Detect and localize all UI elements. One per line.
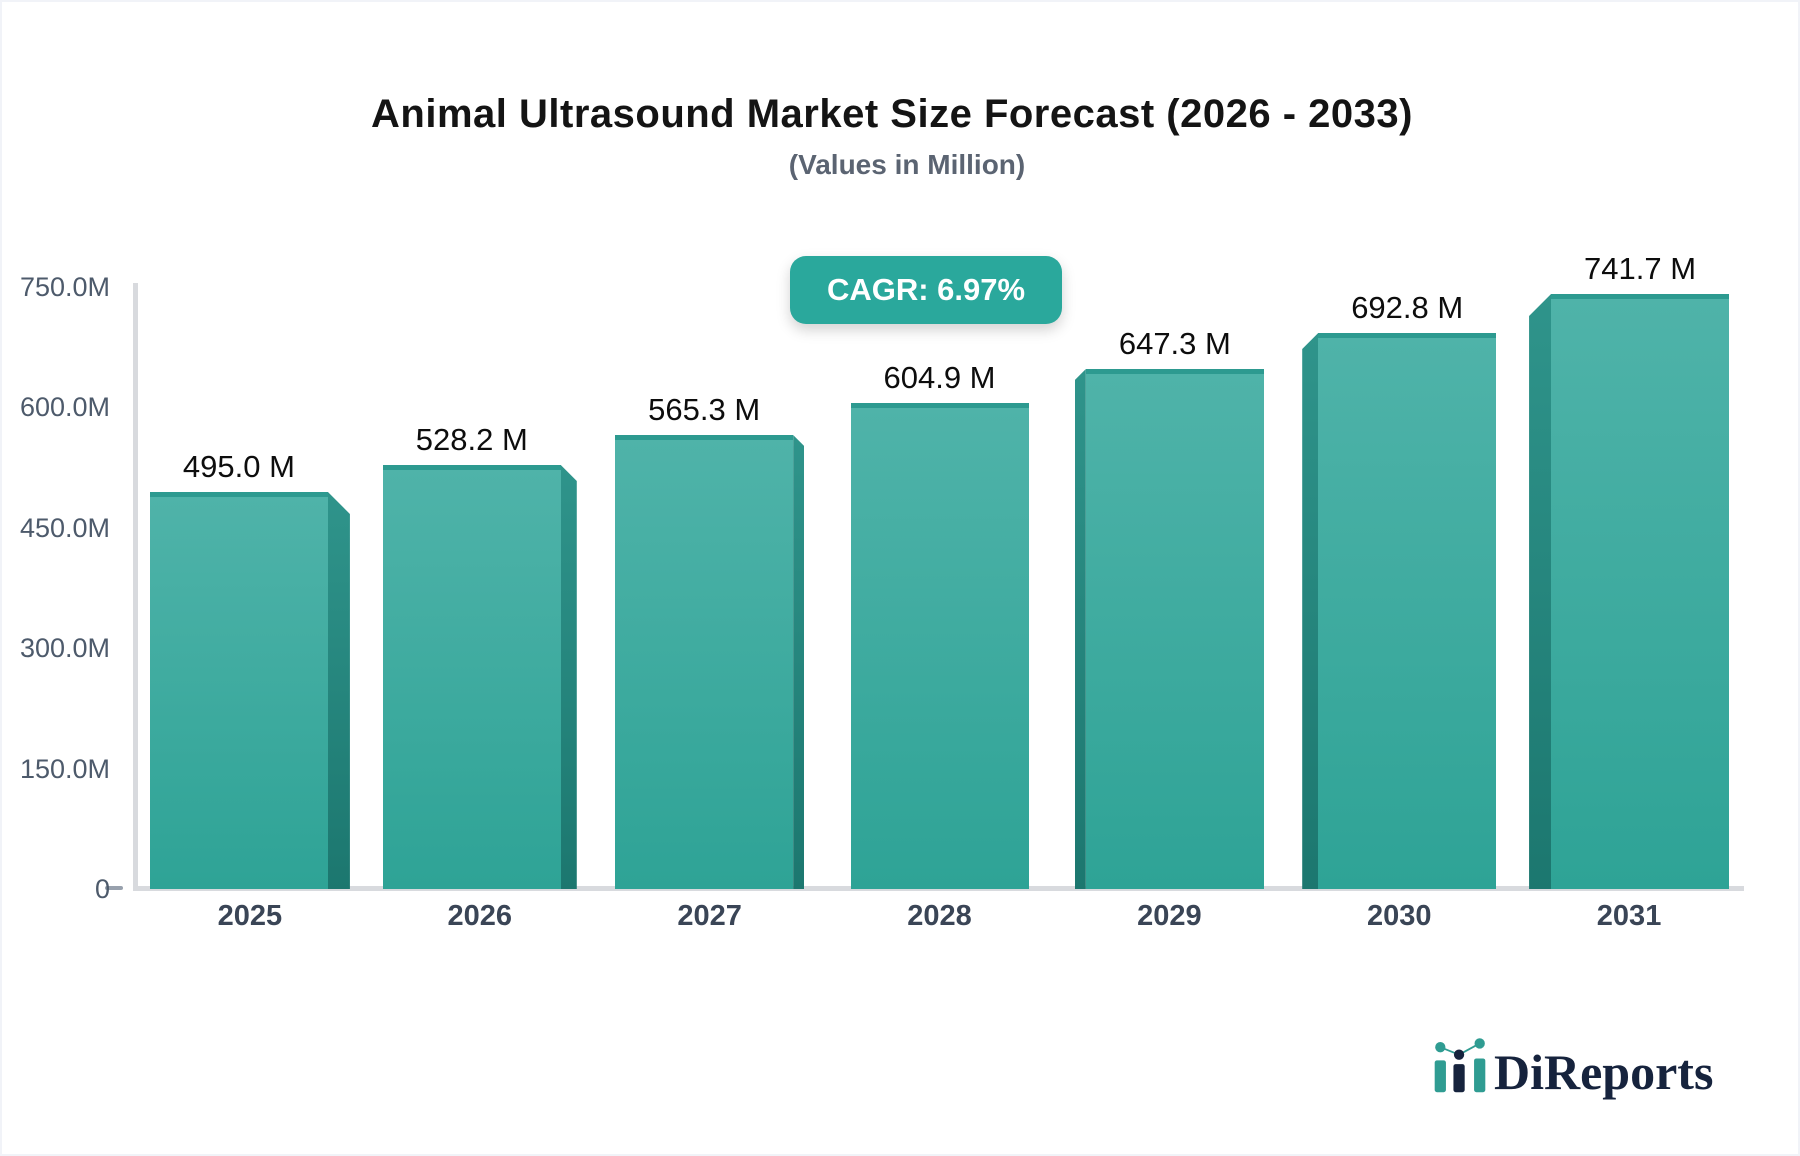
bar-value-label-2031: 741.7 M [1584,251,1697,286]
bar-value-label-2030: 692.8 M [1351,290,1464,325]
bar-2031 [1551,294,1730,889]
chart-title: Animal Ultrasound Market Size Forecast (… [371,92,1413,136]
y-axis-tick-label: 750.0M [19,272,110,302]
bar-2028 [850,403,1029,889]
y-axis-tick-label: 150.0M [19,753,110,784]
bar-value-label-2025: 495.0 M [182,449,295,484]
y-axis-tick-label: 0 [94,874,110,904]
x-axis-label-2029: 2029 [1137,900,1202,932]
brand-chart-icon [1434,1038,1486,1093]
bar-side-face-2026 [560,465,577,889]
y-axis-tick-label: 450.0M [19,512,110,543]
bar-side-face-2029 [1074,369,1086,889]
brand-logo-text: DiReports [1494,1044,1714,1100]
x-axis-label-2028: 2028 [907,900,972,932]
bar-side-face-2030 [1302,333,1319,889]
bar-2029 [1085,369,1264,889]
bar-side-face-2025 [327,492,350,889]
bar-side-face-2027 [793,435,805,889]
x-axis-label-2027: 2027 [677,900,742,932]
bar-value-label-2026: 528.2 M [415,422,528,457]
brand-logo: DiReports [1430,1034,1713,1100]
bar-value-label-2029: 647.3 M [1118,326,1231,361]
chart-subtitle: (Values in Million) [788,149,1026,180]
bar-value-label-2028: 604.9 M [883,360,996,395]
y-axis-tick-label: 300.0M [19,633,110,664]
zero-tick-mark [105,886,123,890]
x-axis-label-2030: 2030 [1366,900,1432,932]
y-axis-line [133,283,138,889]
y-axis-tick-label: 600.0M [19,392,110,423]
cagr-badge: CAGR: 6.97% [790,256,1062,324]
x-axis-label-2031: 2031 [1596,900,1662,932]
bar-value-label-2027: 565.3 M [648,392,761,427]
cagr-badge-label: CAGR: 6.97% [826,272,1026,307]
x-axis-label-2026: 2026 [447,900,513,932]
bar-side-face-2031 [1529,294,1552,889]
x-axis-label-2025: 2025 [217,900,283,932]
bar-2030 [1318,333,1497,889]
bar-2027 [615,435,794,889]
bar-2026 [382,465,561,889]
bar-2025 [149,492,328,889]
